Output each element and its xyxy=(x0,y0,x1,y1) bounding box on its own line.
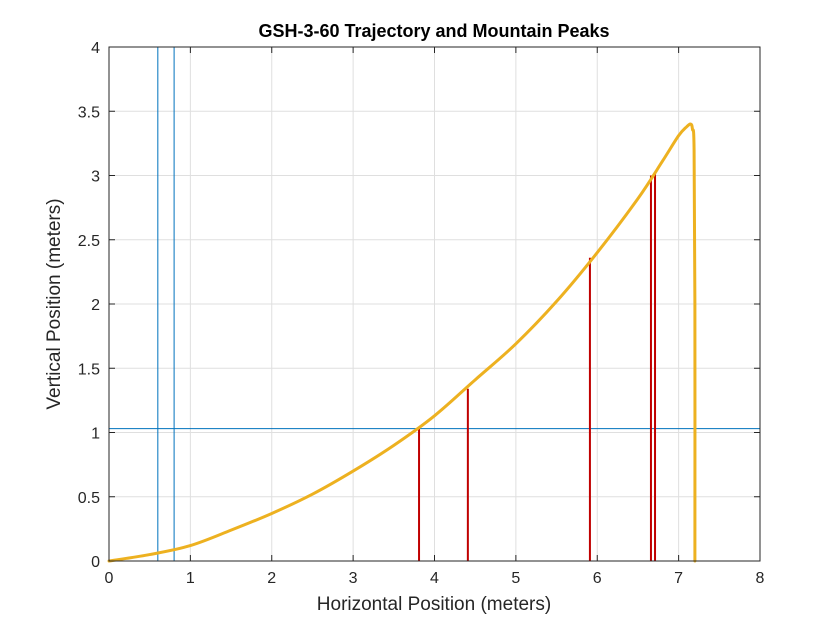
x-tick-label: 5 xyxy=(511,570,520,587)
x-axis-label: Horizontal Position (meters) xyxy=(317,594,551,615)
x-tick-label: 0 xyxy=(105,570,114,587)
x-tick-label: 6 xyxy=(593,570,602,587)
y-tick-label: 1.5 xyxy=(78,361,100,378)
y-tick-label: 0 xyxy=(91,554,100,571)
y-tick-label: 4 xyxy=(91,40,100,57)
data-lines xyxy=(107,47,760,563)
x-tick-label: 1 xyxy=(186,570,195,587)
x-tick-label: 7 xyxy=(674,570,683,587)
axis-ticks: 0 1 2 3 4 5 6 7 8 0 0.5 1 1.5 2 2.5 3 3.5 4 xyxy=(78,40,765,587)
y-axis-label: Vertical Position (meters) xyxy=(44,198,65,409)
y-tick-label: 2.5 xyxy=(78,233,100,250)
x-tick-label: 8 xyxy=(756,570,765,587)
x-tick-label: 4 xyxy=(430,570,439,587)
chart-title: GSH-3-60 Trajectory and Mountain Peaks xyxy=(258,21,609,41)
trajectory-line xyxy=(107,122,697,563)
y-tick-label: 2 xyxy=(91,297,100,314)
y-tick-label: 0.5 xyxy=(78,490,100,507)
x-tick-label: 2 xyxy=(267,570,276,587)
y-tick-label: 3.5 xyxy=(78,104,100,121)
y-tick-label: 1 xyxy=(91,426,100,443)
x-tick-label: 3 xyxy=(349,570,358,587)
y-tick-label: 3 xyxy=(91,169,100,186)
